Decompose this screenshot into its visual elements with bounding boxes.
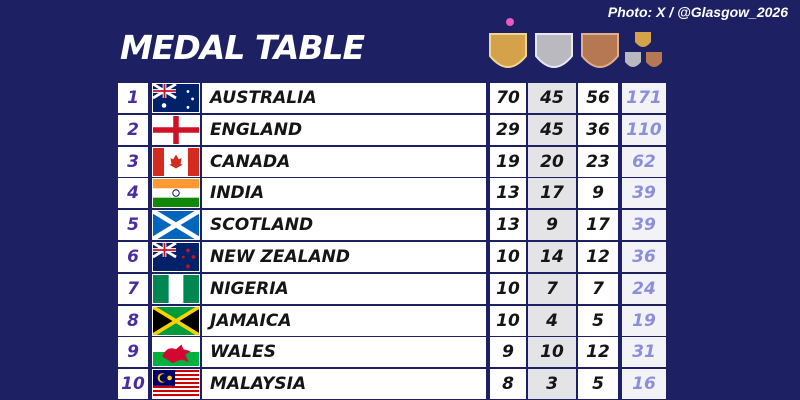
bronze-cell: 7 (578, 273, 618, 304)
bronze-cell: 12 (578, 242, 618, 272)
silver-cell: 20 (528, 146, 576, 177)
silver-cell: 45 (528, 114, 576, 145)
rank-cell: 7 (118, 273, 148, 304)
bronze-cell: 36 (578, 114, 618, 145)
flag (153, 211, 199, 240)
rank-cell: 10 (118, 369, 148, 400)
total-cell: 16 (622, 369, 666, 400)
rank-cell: 1 (118, 83, 148, 113)
total-cell: 39 (622, 210, 666, 241)
rank-cell: 8 (118, 305, 148, 336)
gold-cell: 29 (490, 114, 526, 145)
bronze-cell: 56 (578, 83, 618, 113)
name-cell: AUSTRALIA (202, 83, 486, 113)
gold-cell: 13 (490, 210, 526, 241)
silver-cell: 7 (528, 273, 576, 304)
name-cell: NIGERIA (202, 273, 486, 304)
total-cell: 110 (622, 114, 666, 145)
gold-cell: 10 (490, 242, 526, 272)
rank-cell: 5 (118, 210, 148, 241)
flag (153, 84, 199, 112)
flag (153, 274, 199, 303)
name-cell: JAMAICA (202, 305, 486, 336)
rank-cell: 3 (118, 146, 148, 177)
total-cell: 31 (622, 337, 666, 368)
gold-cell: 70 (490, 83, 526, 113)
gold-cell: 10 (490, 273, 526, 304)
total-cell: 36 (622, 242, 666, 272)
total-cell: 39 (622, 178, 666, 209)
flag (153, 370, 199, 399)
bronze-cell: 9 (578, 178, 618, 209)
rank-cell: 9 (118, 337, 148, 368)
silver-cell: 4 (528, 305, 576, 336)
bronze-cell: 17 (578, 210, 618, 241)
gold-cell: 19 (490, 146, 526, 177)
bronze-cell: 12 (578, 337, 618, 368)
medal-icons (489, 18, 662, 68)
silver-cell: 3 (528, 369, 576, 400)
silver-cell: 17 (528, 178, 576, 209)
name-cell: MALAYSIA (202, 369, 486, 400)
bronze-cell: 5 (578, 305, 618, 336)
rank-cell: 4 (118, 178, 148, 209)
silver-cell: 45 (528, 83, 576, 113)
total-cell: 171 (622, 83, 666, 113)
flag (153, 179, 199, 208)
gold-cell: 13 (490, 178, 526, 209)
silver-cell: 9 (528, 210, 576, 241)
name-cell: INDIA (202, 178, 486, 209)
photo-credit: Photo: X / @Glasgow_2026 (607, 4, 788, 20)
bronze-cell: 5 (578, 369, 618, 400)
total-cell: 62 (622, 146, 666, 177)
gold-cell: 9 (490, 337, 526, 368)
name-cell: NEW ZEALAND (202, 242, 486, 272)
name-cell: WALES (202, 337, 486, 368)
gold-cell: 8 (490, 369, 526, 400)
rank-cell: 6 (118, 242, 148, 272)
flag (153, 306, 199, 335)
silver-cell: 14 (528, 242, 576, 272)
flag (153, 243, 199, 271)
rank-cell: 2 (118, 114, 148, 145)
name-cell: SCOTLAND (202, 210, 486, 241)
total-cell: 19 (622, 305, 666, 336)
name-cell: ENGLAND (202, 114, 486, 145)
flag (153, 147, 199, 176)
name-cell: CANADA (202, 146, 486, 177)
total-cell: 24 (622, 273, 666, 304)
title: MEDAL TABLE (120, 28, 365, 67)
gold-cell: 10 (490, 305, 526, 336)
flag (153, 115, 199, 144)
flag (153, 338, 199, 367)
silver-cell: 10 (528, 337, 576, 368)
bronze-cell: 23 (578, 146, 618, 177)
